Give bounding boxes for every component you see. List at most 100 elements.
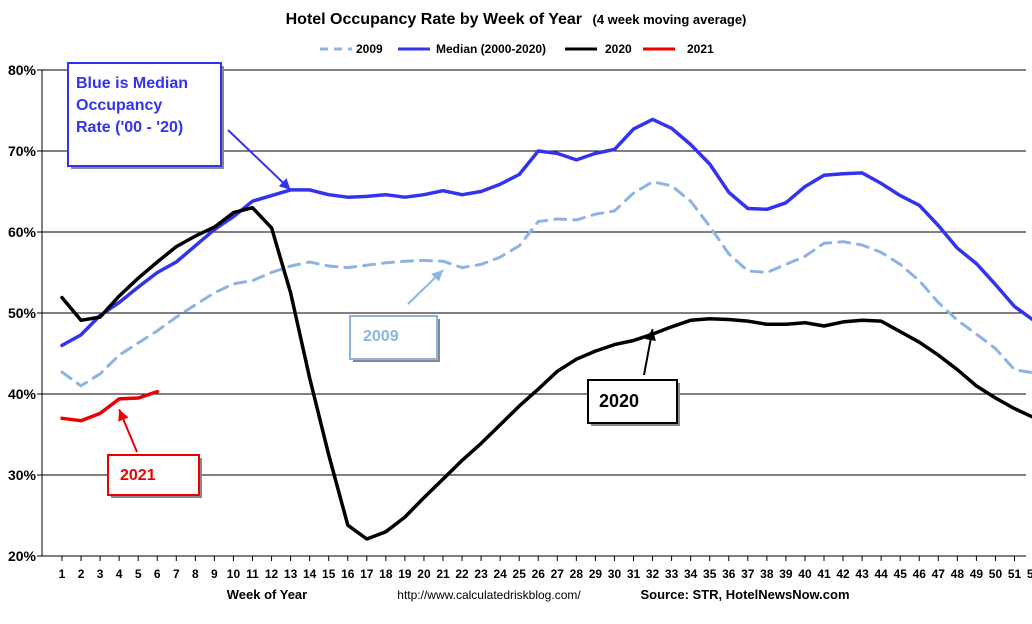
data-point-2009: [784, 263, 787, 266]
data-point-median: [994, 283, 997, 286]
x-tick-label: 20: [417, 567, 431, 581]
x-tick-label: 26: [532, 567, 546, 581]
annotation-box: [587, 379, 678, 424]
x-tick-label: 23: [474, 567, 488, 581]
annotation-box: [67, 62, 222, 167]
x-axis-ticks: 1 2 3 4 5 6 7 8 9 10 11 12 13 14 15 16 17 18 19 20 21 22 23 24 2…: [59, 556, 1032, 581]
data-point-2020: [270, 226, 273, 229]
data-point-2009: [137, 341, 140, 344]
data-point-2020: [803, 321, 806, 324]
data-point-2009: [80, 384, 83, 387]
data-point-median: [308, 188, 311, 191]
data-point-2020: [194, 235, 197, 238]
data-point-2009: [937, 301, 940, 304]
x-tick-label: 25: [513, 567, 527, 581]
chart-title-main: Hotel Occupancy Rate by Week of Year: [286, 11, 582, 28]
annotation-arrow-line: [227, 129, 292, 191]
data-point-median: [670, 127, 673, 130]
x-tick-label: 32: [646, 567, 660, 581]
data-point-2009: [442, 260, 445, 263]
data-point-median: [175, 260, 178, 263]
data-point-2020: [156, 260, 159, 263]
data-point-2009: [899, 263, 902, 266]
data-point-median: [784, 201, 787, 204]
data-point-2020: [175, 245, 178, 248]
data-point-2009: [251, 279, 254, 282]
y-tick-label: 50%: [8, 305, 37, 321]
x-tick-label: 10: [227, 567, 241, 581]
data-point-2020: [556, 370, 559, 373]
data-point-median: [708, 162, 711, 165]
y-tick-label: 70%: [8, 143, 37, 159]
data-point-2009: [194, 303, 197, 306]
data-point-median: [518, 173, 521, 176]
data-point-2020: [365, 537, 368, 540]
data-point-2009: [708, 225, 711, 228]
x-tick-label: 9: [211, 567, 218, 581]
data-point-2020: [689, 319, 692, 322]
x-tick-label: 18: [379, 567, 393, 581]
x-tick-label: 6: [154, 567, 161, 581]
data-point-2009: [365, 264, 368, 267]
data-point-median: [823, 174, 826, 177]
data-point-median: [137, 286, 140, 289]
data-point-2020: [346, 524, 349, 527]
chart-title-sub: (4 week moving average): [592, 12, 746, 27]
data-point-2020: [632, 339, 635, 342]
y-axis-ticks: 20% 30% 40% 50% 60% 70% 80%: [8, 62, 42, 564]
x-tick-label: 16: [341, 567, 355, 581]
x-tick-label: 33: [665, 567, 679, 581]
annotation-y2020: 2020: [587, 329, 680, 426]
series-line-median: [60, 117, 1032, 348]
x-tick-label: 13: [284, 567, 298, 581]
data-point-median: [499, 183, 502, 186]
legend-label-median: Median (2000-2020): [436, 42, 546, 56]
data-point-median: [765, 208, 768, 211]
data-point-2020: [308, 376, 311, 379]
data-point-median: [746, 207, 749, 210]
x-tick-label: 22: [455, 567, 469, 581]
x-tick-label: 45: [894, 567, 908, 581]
data-point-2021: [61, 417, 64, 420]
annotation-text: Blue is Median: [76, 75, 188, 92]
data-point-median: [365, 195, 368, 198]
annotation-arrow-head: [431, 270, 443, 282]
data-point-2020: [575, 358, 578, 361]
annotation-text: Occupancy: [76, 97, 162, 114]
annotation-y2021: 2021: [107, 409, 202, 498]
data-point-2020: [765, 323, 768, 326]
x-tick-label: 4: [116, 567, 123, 581]
data-point-2020: [61, 296, 64, 299]
data-point-median: [403, 196, 406, 199]
data-point-2020: [1013, 407, 1016, 410]
series-line-2021: [60, 389, 160, 423]
data-point-median: [194, 244, 197, 247]
x-axis-label: Week of Year: [227, 587, 307, 602]
x-tick-label: 21: [436, 567, 450, 581]
data-point-2009: [289, 265, 292, 268]
x-tick-label: 35: [703, 567, 717, 581]
x-tick-label: 41: [817, 567, 831, 581]
data-point-2020: [442, 478, 445, 481]
data-point-2009: [613, 209, 616, 212]
x-tick-label: 14: [303, 567, 317, 581]
data-point-median: [442, 189, 445, 192]
x-tick-label: 15: [322, 567, 336, 581]
data-point-2020: [746, 320, 749, 323]
data-point-2009: [327, 265, 330, 268]
data-point-2009: [308, 260, 311, 263]
data-point-median: [575, 158, 578, 161]
x-tick-label: 5: [135, 567, 142, 581]
data-point-median: [651, 118, 654, 121]
data-point-2009: [461, 266, 464, 269]
data-point-median: [880, 182, 883, 185]
x-tick-label: 19: [398, 567, 412, 581]
data-point-2009: [232, 282, 235, 285]
x-tick-label: 37: [741, 567, 755, 581]
data-point-2020: [251, 206, 254, 209]
data-point-2020: [823, 324, 826, 327]
data-point-2020: [99, 316, 102, 319]
source-url[interactable]: http://www.calculatedriskblog.com/: [397, 588, 581, 602]
x-tick-label: 1: [59, 567, 66, 581]
